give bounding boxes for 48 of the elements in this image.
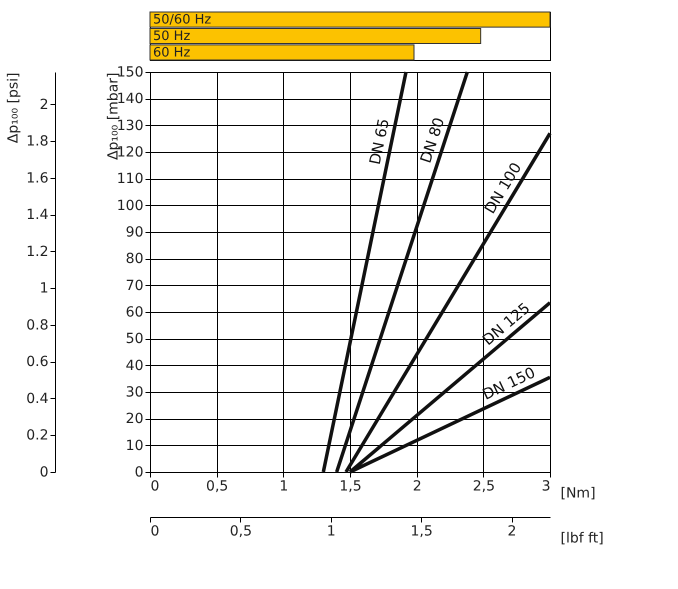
y-tick-label: 0 <box>134 464 144 480</box>
y2-tick-label: 1.2 <box>26 244 48 260</box>
x-tick-label: 0,5 <box>206 478 228 494</box>
y-tick-label: 40 <box>126 358 144 374</box>
x-tick-label: 2,5 <box>472 478 495 494</box>
y2-tick-label: 1.6 <box>26 170 49 186</box>
y2-tick-label: 1 <box>40 280 48 297</box>
category-label: 60 Hz <box>153 45 190 60</box>
x2-tick-label: 0 <box>150 524 160 540</box>
y-tick-label: 110 <box>116 171 144 188</box>
y-tick-label: 90 <box>126 224 144 240</box>
category-label: 50 Hz <box>153 29 190 44</box>
y-tick-label: 20 <box>126 411 144 428</box>
x2-tick-label: 2 <box>508 524 516 540</box>
y2-tick-label: 0 <box>40 464 48 480</box>
y-tick-label: 30 <box>126 384 144 400</box>
x-tick-label: 1,5 <box>339 478 362 494</box>
y-tick-label: 140 <box>116 91 144 108</box>
x2-tick-label: 1,5 <box>410 524 433 540</box>
x-tick-label: 3 <box>542 478 550 494</box>
y-tick-label: 60 <box>126 304 144 320</box>
y2-axis-title: Δp₁₀₀ [psi] <box>6 72 22 144</box>
y-tick-label: 120 <box>116 144 144 160</box>
y2-tick-label: 0.8 <box>26 317 48 334</box>
y2-tick-label: 1.8 <box>26 134 48 150</box>
category-label: 50/60 Hz <box>153 12 212 28</box>
x-tick-label: 0 <box>150 478 160 494</box>
y-tick-label: 70 <box>126 278 144 294</box>
text: DN 65 <box>366 116 393 166</box>
x-tick-label: 1 <box>279 478 288 494</box>
y-tick-label: 10 <box>126 438 144 454</box>
y2-tick-label: 1.4 <box>26 207 49 224</box>
text: DN 125 <box>478 298 534 350</box>
y2-tick-label: 0.4 <box>26 390 49 407</box>
y2-tick-label: 0.6 <box>26 354 49 370</box>
y2-tick-label: 2 <box>40 96 48 113</box>
text: DN 80 <box>416 115 448 166</box>
y-tick-label: 80 <box>126 251 144 268</box>
x2-tick-label: 0,5 <box>230 524 252 540</box>
text: DN 150 <box>480 363 538 404</box>
y2-tick-label: 0.2 <box>26 428 48 444</box>
x-axis-title: [Nm] <box>560 486 596 502</box>
y-tick-label: 100 <box>116 198 144 214</box>
x2-tick-label: 1 <box>326 524 336 540</box>
y-tick-label: 50 <box>126 331 144 348</box>
y-tick-label: 150 <box>116 64 144 80</box>
x-tick-label: 2 <box>412 478 422 494</box>
x2-axis-title: [lbf ft] <box>560 530 604 546</box>
